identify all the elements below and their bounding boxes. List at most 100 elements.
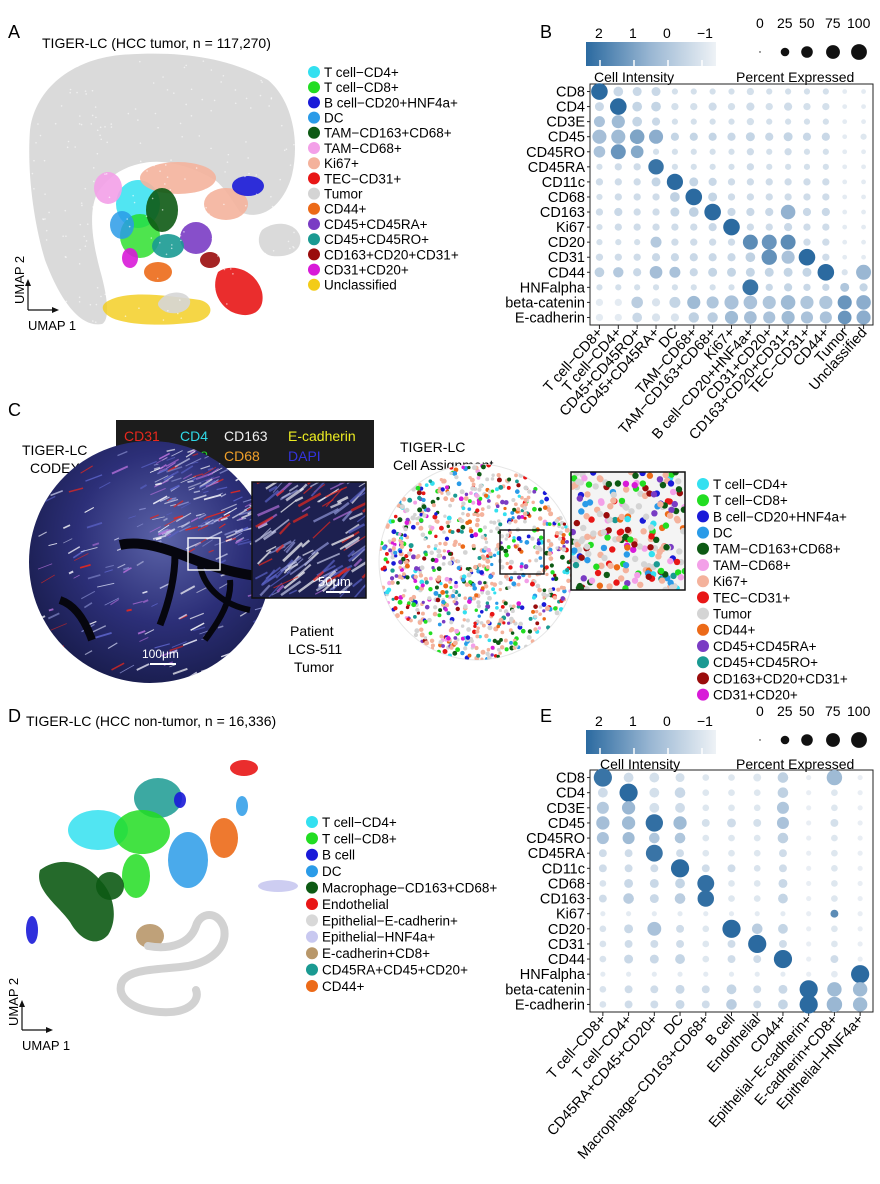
- assign-cell-dot: [542, 588, 547, 593]
- assign-cell-dot: [535, 621, 540, 626]
- panel-e-colorbar-title: Cell Intensity: [600, 756, 680, 772]
- legend-label: CD45RA+CD45+CD20+: [322, 962, 468, 977]
- dotplot-dot: [702, 955, 710, 963]
- dotplot-dot: [697, 890, 714, 907]
- dotplot-dot: [826, 996, 843, 1013]
- codex-fiber: [208, 549, 214, 553]
- codex-inset-fiber: [358, 491, 366, 498]
- assign-cell-dot: [457, 542, 462, 546]
- assign-inset-cell-dot: [604, 534, 611, 541]
- assign-cell-dot: [440, 590, 446, 595]
- assign-inset-cell-dot: [648, 550, 656, 558]
- panel-c-legend: T cell−CD4+T cell−CD8+B cell−CD20+HNF4a+…: [697, 477, 848, 702]
- dotplot-dot: [778, 878, 788, 888]
- assign-cell-dot: [443, 583, 449, 589]
- dotplot-dot: [690, 118, 697, 125]
- assign-cell-dot: [516, 483, 521, 488]
- assign-cell-dot: [474, 593, 479, 598]
- dotplot-row-label: CD45: [548, 816, 585, 832]
- assign-cell-dot: [511, 604, 516, 609]
- assign-cell-dot: [488, 574, 493, 580]
- dotplot-dot: [842, 89, 848, 94]
- codex-inset-fiber: [280, 499, 297, 513]
- assign-inset-cell-dot: [610, 497, 617, 504]
- legend-label: T cell−CD4+: [324, 65, 399, 80]
- assign-cell-dot: [520, 503, 524, 508]
- umap-a-speckle: [65, 300, 68, 303]
- codex-fiber: [167, 530, 180, 539]
- assign-cell-dot: [523, 485, 529, 491]
- assign-cell-dot: [518, 472, 524, 478]
- legend-swatch: [306, 963, 318, 976]
- codex-fiber: [84, 650, 93, 656]
- assign-cell-dot: [464, 641, 468, 646]
- assign-cell-dot: [497, 519, 501, 523]
- codex-channel-label: CD31: [124, 428, 160, 444]
- legend-swatch: [697, 559, 709, 571]
- dotplot-dot: [708, 253, 717, 262]
- dotplot-dot: [806, 926, 812, 932]
- codex-fiber: [32, 624, 45, 629]
- assign-cell-dot: [397, 517, 403, 523]
- assign-cell-dot: [516, 536, 522, 541]
- assign-cell-dot: [445, 520, 450, 525]
- assign-inset-cell-dot: [653, 536, 660, 544]
- assign-inset-cell-dot: [575, 586, 583, 590]
- panel-c-letter: C: [8, 400, 21, 420]
- umap-a-speckle: [210, 147, 212, 150]
- codex-fiber: [114, 537, 120, 541]
- assign-cell-dot: [526, 634, 532, 640]
- umap-a-tumor-small: [158, 292, 191, 314]
- assign-cell-dot: [499, 645, 505, 650]
- assign-cell-dot: [438, 639, 443, 645]
- assign-cell-dot: [420, 583, 425, 588]
- dotplot-dot: [595, 208, 604, 216]
- assign-cell-dot: [495, 606, 499, 610]
- dotplot-row-label: CD45RA: [528, 846, 586, 862]
- codex-fiber: [211, 467, 223, 475]
- assign-cell-dot: [427, 596, 432, 601]
- dotplot-dot: [861, 239, 866, 245]
- assign-cell-dot: [454, 474, 459, 480]
- codex-fiber: [185, 526, 199, 531]
- assign-inset-cell-dot: [617, 528, 625, 535]
- assign-cell-dot: [475, 513, 481, 518]
- codex-fiber: [48, 608, 54, 612]
- legend-label: CD163+CD20+CD31+: [324, 247, 459, 262]
- assign-cell-dot: [496, 473, 501, 478]
- assign-cell-dot: [401, 556, 406, 562]
- assign-cell-dot: [450, 530, 455, 535]
- umap-a-speckle: [95, 216, 98, 219]
- dotplot-dot: [727, 238, 736, 246]
- umap-d-macrophage-cluster: [39, 861, 114, 942]
- dotplot-dot: [708, 177, 717, 187]
- assign-inset-cell-dot: [607, 562, 614, 569]
- dotplot-dot: [614, 313, 622, 322]
- codex-fiber: [241, 512, 254, 519]
- umap-a-speckle: [180, 239, 182, 242]
- dotplot-dot: [702, 940, 710, 948]
- codex-fiber: [159, 468, 168, 474]
- assign-cell-dot: [460, 636, 465, 641]
- umap-a-speckle: [45, 229, 48, 232]
- umap-a-speckle: [297, 114, 299, 117]
- codex-inset-fiber: [270, 571, 291, 587]
- assign-cell-dot: [398, 538, 402, 543]
- dotplot-dot: [685, 188, 703, 206]
- assign-inset-cell-dot: [628, 508, 635, 515]
- codex-fiber: [152, 534, 167, 540]
- assign-cell-dot: [380, 567, 385, 571]
- assign-inset-cell-dot: [650, 491, 658, 498]
- umap-a-speckle: [150, 237, 153, 239]
- dotplot-dot: [619, 783, 638, 802]
- size-legend-label: 100: [847, 703, 871, 719]
- codex-fiber: [97, 582, 115, 588]
- dotplot-dot: [632, 116, 643, 127]
- codex-fiber: [139, 636, 149, 643]
- assign-cell-dot: [538, 507, 542, 512]
- assign-cell-dot: [484, 633, 489, 639]
- codex-fiber: [111, 662, 125, 671]
- assign-cell-dot: [421, 491, 426, 496]
- umap-a-speckle: [165, 253, 168, 256]
- legend-swatch: [697, 478, 709, 490]
